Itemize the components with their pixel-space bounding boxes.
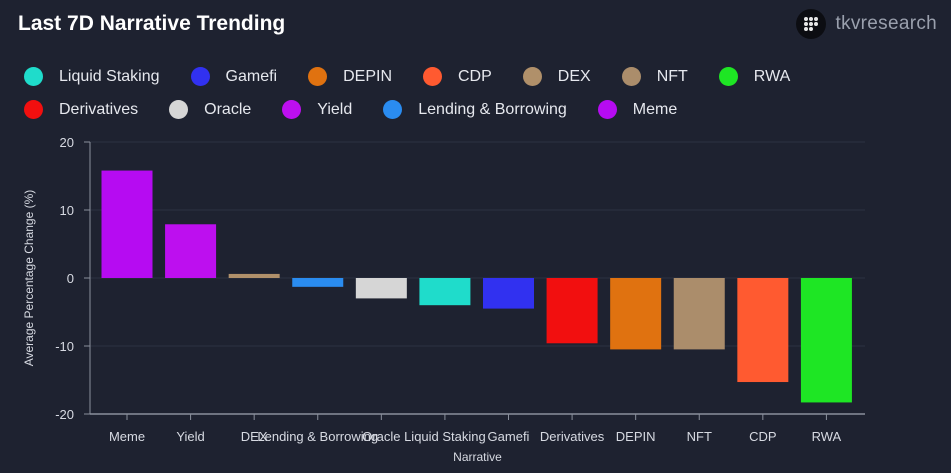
legend-label: DEPIN bbox=[343, 67, 392, 85]
legend-item[interactable]: Yield bbox=[282, 99, 352, 120]
chart-title: Last 7D Narrative Trending bbox=[18, 12, 286, 35]
bar[interactable] bbox=[800, 278, 852, 403]
x-tick-label: Oracle bbox=[362, 429, 400, 444]
legend-swatch bbox=[169, 100, 189, 119]
bar[interactable] bbox=[101, 170, 153, 278]
x-tick-label: DEX bbox=[241, 429, 268, 444]
legend-item[interactable]: Derivatives bbox=[24, 99, 138, 120]
bar[interactable] bbox=[419, 278, 471, 306]
legend-swatch bbox=[24, 100, 43, 119]
x-tick-label: Meme bbox=[109, 429, 145, 444]
bar[interactable] bbox=[610, 278, 662, 350]
legend-item[interactable]: RWA bbox=[718, 66, 791, 87]
legend-label: CDP bbox=[458, 67, 492, 85]
bar[interactable] bbox=[355, 278, 407, 299]
legend-label: Yield bbox=[317, 100, 353, 118]
tkv-logo-icon bbox=[796, 9, 827, 39]
legend-swatch bbox=[24, 67, 43, 86]
x-tick-label: DEPIN bbox=[616, 429, 656, 444]
legend-swatch bbox=[308, 67, 328, 86]
y-tick-label: 10 bbox=[60, 203, 74, 218]
x-tick-label: Yield bbox=[176, 429, 204, 444]
legend-swatch bbox=[282, 100, 302, 119]
x-tick-label: Derivatives bbox=[540, 429, 605, 444]
legend-label: Lending & Borrowing bbox=[418, 100, 567, 118]
legend-label: Derivatives bbox=[59, 100, 139, 118]
legend-item[interactable]: Liquid Staking bbox=[24, 66, 160, 87]
x-tick-label: Liquid Staking bbox=[404, 429, 486, 444]
x-tick-label: NFT bbox=[687, 429, 712, 444]
x-tick-label: CDP bbox=[749, 429, 776, 444]
legend-item[interactable]: CDP bbox=[423, 66, 492, 87]
x-axis-title: Narrative bbox=[453, 450, 502, 464]
legend-item[interactable]: DEPIN bbox=[308, 66, 392, 87]
y-tick-label: 0 bbox=[67, 271, 74, 286]
bar[interactable] bbox=[292, 278, 344, 287]
bar[interactable] bbox=[673, 278, 725, 350]
x-tick-label: RWA bbox=[812, 429, 842, 444]
legend-label: NFT bbox=[656, 67, 688, 85]
legend-label: DEX bbox=[557, 67, 591, 85]
legend-swatch bbox=[718, 67, 738, 86]
legend-swatch bbox=[597, 100, 617, 119]
legend-swatch bbox=[621, 67, 641, 86]
x-tick-label: Lending & Borrowing bbox=[257, 429, 378, 444]
x-tick-label: Gamefi bbox=[488, 429, 530, 444]
legend-label: Liquid Staking bbox=[59, 67, 160, 85]
legend-item[interactable]: Meme bbox=[597, 99, 678, 120]
bar[interactable] bbox=[483, 278, 534, 309]
legend-item[interactable]: Gamefi bbox=[190, 66, 278, 87]
legend-item[interactable]: NFT bbox=[621, 66, 688, 87]
brand: tkvresearch bbox=[796, 9, 937, 39]
legend-label: Oracle bbox=[204, 100, 252, 118]
y-tick-label: -20 bbox=[55, 407, 74, 422]
legend-swatch bbox=[423, 67, 442, 86]
bar[interactable] bbox=[737, 278, 789, 383]
legend-label: Meme bbox=[632, 100, 678, 118]
y-axis-title: Average Percentage Change (%) bbox=[22, 190, 36, 367]
y-tick-label: 20 bbox=[60, 135, 74, 150]
bar[interactable] bbox=[228, 273, 280, 278]
chart-legend: Liquid Staking Gamefi DEPIN CDP DEX NFT RWA Der… bbox=[24, 66, 944, 120]
bar[interactable] bbox=[165, 224, 217, 278]
legend-swatch bbox=[383, 100, 403, 119]
legend-label: RWA bbox=[753, 67, 791, 85]
bar[interactable] bbox=[546, 278, 598, 344]
y-tick-label: -10 bbox=[55, 339, 74, 354]
legend-item[interactable]: Lending & Borrowing bbox=[383, 99, 567, 120]
legend-item[interactable]: DEX bbox=[522, 66, 591, 87]
legend-swatch bbox=[522, 67, 542, 86]
legend-swatch bbox=[190, 67, 210, 86]
legend-label: Gamefi bbox=[225, 67, 278, 85]
legend-item[interactable]: Oracle bbox=[169, 99, 251, 120]
brand-name: tkvresearch bbox=[835, 13, 937, 34]
